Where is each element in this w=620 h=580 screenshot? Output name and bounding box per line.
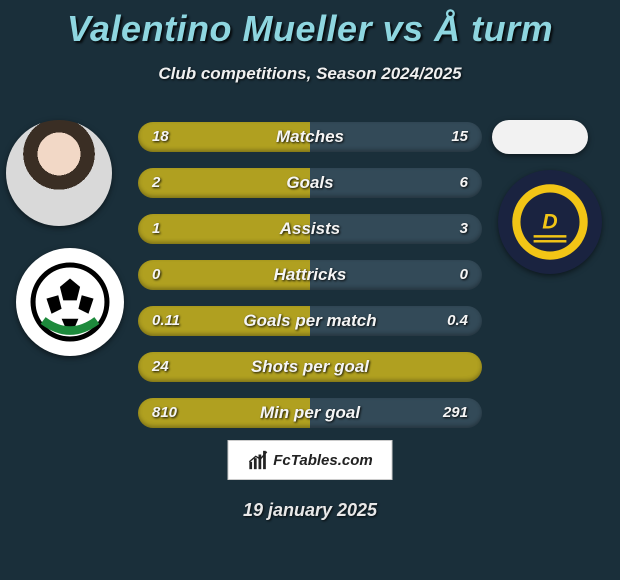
- stat-value-right: 0.4: [447, 306, 468, 336]
- stat-label: Shots per goal: [138, 352, 482, 382]
- stat-bar: 0Hattricks0: [138, 260, 482, 290]
- comparison-title: Valentino Mueller vs Å turm: [0, 0, 620, 50]
- stat-value-right: 3: [460, 214, 468, 244]
- club-crest-icon: D: [509, 181, 591, 263]
- branding-text: FcTables.com: [273, 452, 372, 469]
- stats-container: 18Matches15 2Goals6 1Assists3 0Hattricks0 0.…: [138, 122, 482, 444]
- svg-text:D: D: [542, 210, 557, 234]
- generation-date: 19 january 2025: [0, 500, 620, 521]
- stat-bar: 810Min per goal291: [138, 398, 482, 428]
- soccer-ball-icon: [28, 260, 112, 344]
- stat-label: Hattricks: [138, 260, 482, 290]
- stat-label: Min per goal: [138, 398, 482, 428]
- stat-label: Goals per match: [138, 306, 482, 336]
- stat-label: Assists: [138, 214, 482, 244]
- stat-bar: 0.11Goals per match0.4: [138, 306, 482, 336]
- stat-value-right: 0: [460, 260, 468, 290]
- stat-bar: 24Shots per goal: [138, 352, 482, 382]
- stat-label: Matches: [138, 122, 482, 152]
- stat-bar: 18Matches15: [138, 122, 482, 152]
- stat-value-right: 291: [443, 398, 468, 428]
- chart-icon: [247, 449, 269, 471]
- player2-photo: [492, 120, 588, 154]
- player1-club-logo: [16, 248, 124, 356]
- stat-value-right: 15: [451, 122, 468, 152]
- stat-bar: 2Goals6: [138, 168, 482, 198]
- branding-badge: FcTables.com: [228, 440, 393, 480]
- player1-photo: [6, 120, 112, 226]
- comparison-subtitle: Club competitions, Season 2024/2025: [0, 64, 620, 84]
- stat-value-right: 6: [460, 168, 468, 198]
- stat-bar: 1Assists3: [138, 214, 482, 244]
- stat-label: Goals: [138, 168, 482, 198]
- player2-club-logo: D: [498, 170, 602, 274]
